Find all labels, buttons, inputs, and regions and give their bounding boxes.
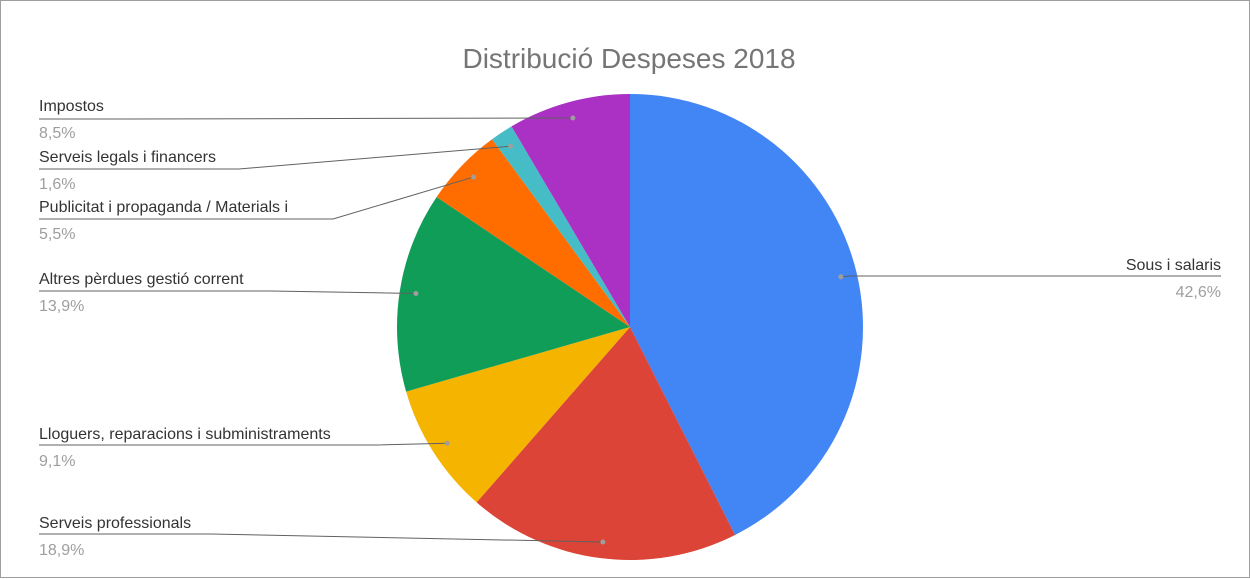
- slice-value-altres-perdues-gestio-corrent: 13,9%: [39, 298, 84, 315]
- slice-label-serveis-professionals: Serveis professionals: [39, 515, 191, 532]
- leader-line-sous-i-salaris: [840, 275, 1221, 278]
- pie-slice-serveis-legals-i-financers[interactable]: [491, 126, 630, 328]
- leader-dot-lloguers-reparacions-i-subministraments: [444, 440, 450, 446]
- pie-slice-lloguers-reparacions-i-subministraments[interactable]: [406, 327, 630, 503]
- leader-line-serveis-professionals: [39, 533, 603, 543]
- pie-slice-publicitat-i-propaganda-materials-i[interactable]: [436, 139, 630, 327]
- slice-value-impostos: 8,5%: [39, 125, 75, 142]
- slice-label-serveis-legals-i-financers: Serveis legals i financers: [39, 149, 216, 166]
- leader-dot-impostos: [570, 115, 576, 121]
- slice-value-lloguers-reparacions-i-subministraments: 9,1%: [39, 453, 75, 470]
- slice-label-impostos: Impostos: [39, 98, 104, 115]
- pie-labels: Sous i salaris 42,6% Serveis professionals…: [39, 98, 1221, 559]
- leader-dot-sous-i-salaris: [838, 274, 844, 280]
- leader-line-publicitat-i-propaganda-materials-i: [39, 176, 474, 220]
- leader-line-lloguers-reparacions-i-subministraments: [39, 442, 448, 446]
- chart-title: Distribució Despeses 2018: [462, 43, 795, 74]
- leader-dot-altres-perdues-gestio-corrent: [413, 290, 419, 296]
- pie-slices: [397, 94, 863, 560]
- pie-slice-altres-perdues-gestio-corrent[interactable]: [397, 197, 630, 392]
- slice-value-serveis-professionals: 18,9%: [39, 542, 84, 559]
- leader-dot-serveis-professionals: [600, 539, 606, 545]
- pie-slice-impostos[interactable]: [511, 94, 630, 327]
- slice-label-sous-i-salaris: Sous i salaris: [1126, 257, 1221, 274]
- leader-line-impostos: [39, 117, 573, 120]
- slice-label-publicitat-i-propaganda-materials-i: Publicitat i propaganda / Materials i: [39, 199, 288, 216]
- leader-line-altres-perdues-gestio-corrent: [39, 290, 416, 294]
- leader-line-serveis-legals-i-financers: [39, 145, 511, 170]
- leader-dot-serveis-legals-i-financers: [508, 143, 514, 149]
- slice-label-altres-perdues-gestio-corrent: Altres pèrdues gestió corrent: [39, 271, 244, 288]
- slice-value-serveis-legals-i-financers: 1,6%: [39, 176, 75, 193]
- leader-dot-publicitat-i-propaganda-materials-i: [471, 174, 477, 180]
- slice-value-publicitat-i-propaganda-materials-i: 5,5%: [39, 226, 75, 243]
- pie-slice-serveis-professionals[interactable]: [476, 327, 736, 560]
- pie-slice-sous-i-salaris[interactable]: [630, 94, 863, 535]
- slice-value-sous-i-salaris: 42,6%: [1176, 284, 1221, 301]
- slice-label-lloguers-reparacions-i-subministraments: Lloguers, reparacions i subministraments: [39, 426, 331, 443]
